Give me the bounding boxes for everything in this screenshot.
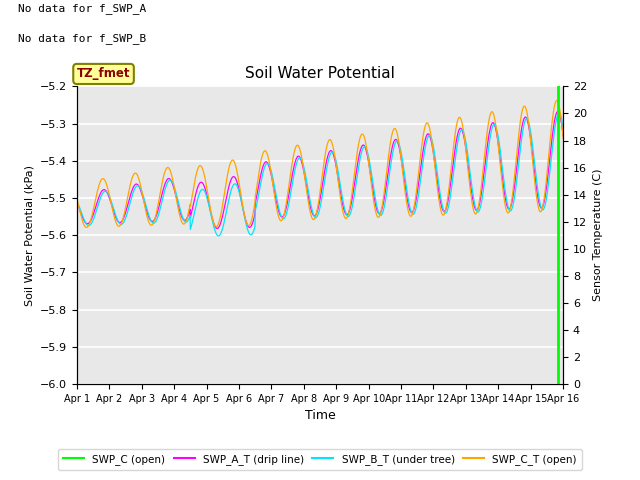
Y-axis label: Sensor Temperature (C): Sensor Temperature (C)	[593, 169, 603, 301]
Text: No data for f_SWP_A: No data for f_SWP_A	[19, 3, 147, 14]
Text: TZ_fmet: TZ_fmet	[77, 68, 131, 81]
Title: Soil Water Potential: Soil Water Potential	[245, 66, 395, 81]
Y-axis label: Soil Water Potential (kPa): Soil Water Potential (kPa)	[24, 165, 35, 306]
Legend: SWP_C (open), SWP_A_T (drip line), SWP_B_T (under tree), SWP_C_T (open): SWP_C (open), SWP_A_T (drip line), SWP_B…	[58, 449, 582, 470]
Text: No data for f_SWP_B: No data for f_SWP_B	[19, 33, 147, 44]
X-axis label: Time: Time	[305, 409, 335, 422]
